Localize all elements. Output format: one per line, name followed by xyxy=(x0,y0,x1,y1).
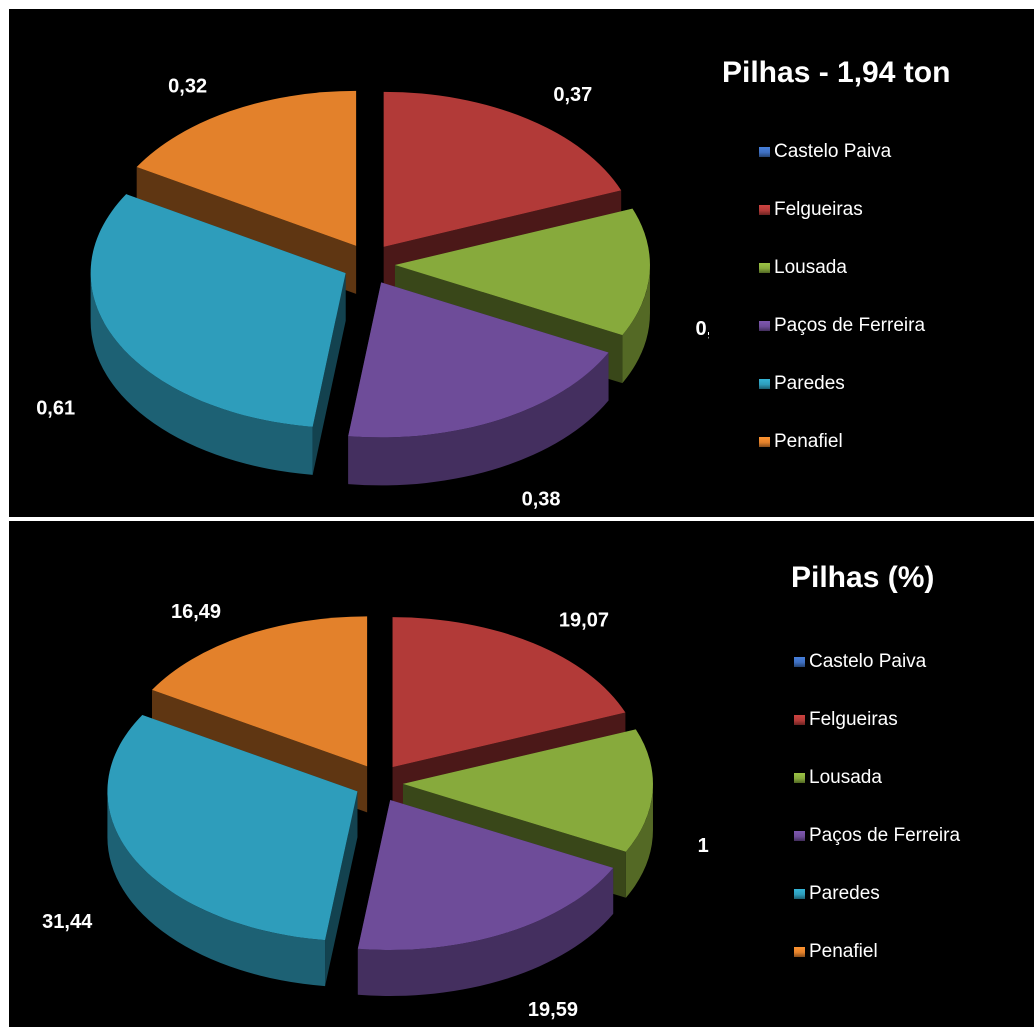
chart-panel-bottom: 19,07 13,40 19,59 31,44 16,49 Pilhas (%) Cas… xyxy=(9,521,1034,1027)
legend-item-lousada: Lousada xyxy=(759,245,925,303)
data-label-paredes: 31,44 xyxy=(42,911,93,933)
slice-side-lousada-0 xyxy=(622,265,650,384)
slice-top-paredes xyxy=(90,194,346,427)
data-label-lousada: 0,26 xyxy=(696,318,709,340)
slice-wall-paredes-0 xyxy=(312,273,346,475)
slice-side-pacos-de-ferreira-0 xyxy=(348,352,609,486)
legend-label: Paredes xyxy=(809,883,880,904)
legend-swatch-castelo-paiva xyxy=(759,147,770,157)
legend-top: Castelo Paiva Felgueiras Lousada Paços de F… xyxy=(759,129,925,477)
legend-item-lousada: Lousada xyxy=(794,755,960,813)
slice-side-paredes-0 xyxy=(107,791,326,987)
pie-slice-pacos-de-ferreira xyxy=(357,799,614,996)
slice-top-felgueiras xyxy=(392,617,626,768)
data-label-felgueiras: 19,07 xyxy=(559,609,609,631)
data-label-penafiel: 0,32 xyxy=(168,75,207,97)
legend-swatch-felgueiras xyxy=(759,205,770,215)
chart-panel-top: 0,37 0,26 0,38 0,61 0,32 Pilhas - 1,94 ton C… xyxy=(9,9,1034,517)
legend-swatch-paredes xyxy=(759,379,770,389)
legend-swatch-penafiel xyxy=(794,947,805,957)
slice-top-felgueiras xyxy=(383,91,622,247)
slice-top-lousada xyxy=(394,208,650,336)
legend-swatch-castelo-paiva xyxy=(794,657,805,667)
legend-label: Penafiel xyxy=(809,941,878,962)
legend-label: Castelo Paiva xyxy=(809,651,927,672)
legend-label: Paços de Ferreira xyxy=(774,315,926,336)
legend-label: Penafiel xyxy=(774,431,843,452)
legend-item-felgueiras: Felgueiras xyxy=(794,697,960,755)
legend-label: Felgueiras xyxy=(774,199,863,220)
legend-item-felgueiras: Felgueiras xyxy=(759,187,925,245)
legend-label: Castelo Paiva xyxy=(774,141,892,162)
chart-title-top: Pilhas - 1,94 ton xyxy=(722,56,951,89)
slice-top-penafiel xyxy=(136,90,357,246)
slice-top-lousada xyxy=(402,729,653,852)
slice-side-pacos-de-ferreira-0 xyxy=(357,867,614,996)
slice-side-paredes-0 xyxy=(90,273,313,475)
pie-slice-paredes xyxy=(90,194,346,475)
legend-swatch-lousada xyxy=(759,263,770,273)
pie-chart-bottom: 19,07 13,40 19,59 31,44 16,49 xyxy=(42,601,709,1021)
legend-label: Lousada xyxy=(774,257,847,278)
data-label-pacos-de-ferreira: 19,59 xyxy=(528,999,578,1021)
legend-swatch-paredes xyxy=(794,889,805,899)
data-label-felgueiras: 0,37 xyxy=(553,84,592,106)
legend-swatch-penafiel xyxy=(759,437,770,447)
legend-label: Paredes xyxy=(774,373,845,394)
legend-item-paredes: Paredes xyxy=(794,871,960,929)
chart-title-bottom: Pilhas (%) xyxy=(791,561,935,594)
data-label-penafiel: 16,49 xyxy=(171,601,221,623)
slice-top-penafiel xyxy=(151,616,368,767)
slice-side-lousada-0 xyxy=(625,783,653,898)
legend-item-castelo-paiva: Castelo Paiva xyxy=(794,639,960,697)
legend-item-castelo-paiva: Castelo Paiva xyxy=(759,129,925,187)
pie-slice-paredes xyxy=(107,714,358,987)
legend-label: Felgueiras xyxy=(809,709,898,730)
legend-item-pacos-de-ferreira: Paços de Ferreira xyxy=(794,813,960,871)
slice-wall-paredes-0 xyxy=(325,791,358,987)
slice-top-pacos-de-ferreira xyxy=(348,282,609,438)
pie-slice-pacos-de-ferreira xyxy=(348,282,609,486)
legend-item-paredes: Paredes xyxy=(759,361,925,419)
legend-item-penafiel: Penafiel xyxy=(794,929,960,987)
data-label-paredes: 0,61 xyxy=(36,398,75,420)
data-label-pacos-de-ferreira: 0,38 xyxy=(522,488,561,510)
slice-top-paredes xyxy=(107,714,358,941)
slice-top-pacos-de-ferreira xyxy=(357,799,614,950)
pie-chart-top: 0,37 0,26 0,38 0,61 0,32 xyxy=(36,75,709,510)
legend-item-pacos-de-ferreira: Paços de Ferreira xyxy=(759,303,925,361)
legend-swatch-pacos-de-ferreira xyxy=(759,321,770,331)
legend-swatch-felgueiras xyxy=(794,715,805,725)
legend-bottom: Castelo Paiva Felgueiras Lousada Paços de F… xyxy=(794,639,960,987)
legend-item-penafiel: Penafiel xyxy=(759,419,925,477)
legend-swatch-lousada xyxy=(794,773,805,783)
legend-label: Lousada xyxy=(809,767,882,788)
data-label-lousada: 13,40 xyxy=(698,835,709,857)
legend-swatch-pacos-de-ferreira xyxy=(794,831,805,841)
legend-label: Paços de Ferreira xyxy=(809,825,961,846)
